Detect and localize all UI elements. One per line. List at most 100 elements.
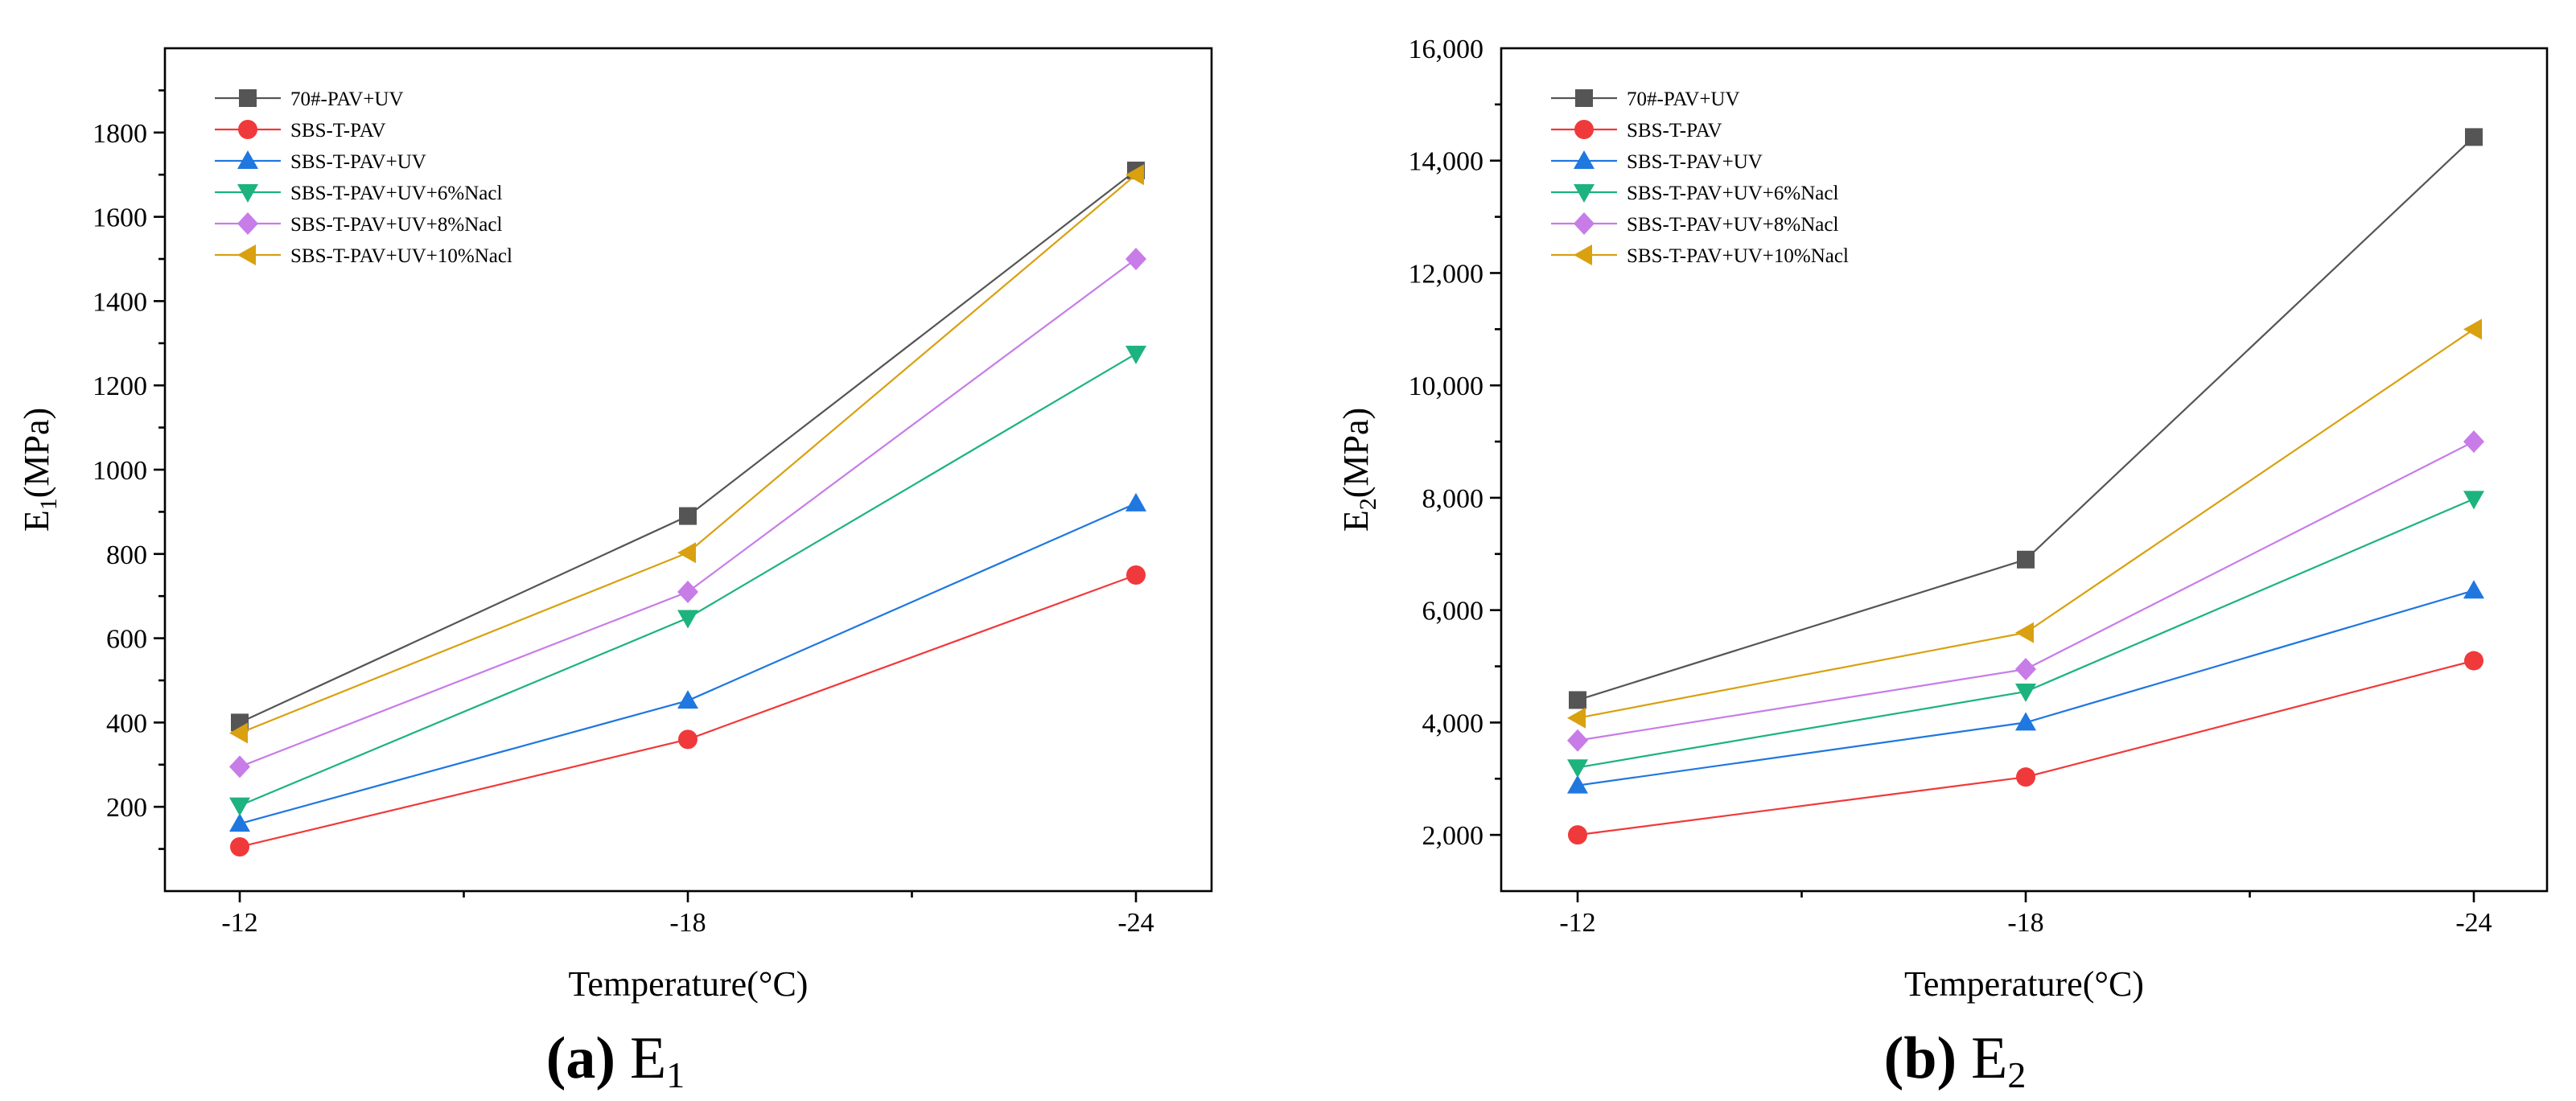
data-point xyxy=(2465,128,2483,146)
data-point xyxy=(2463,318,2482,340)
data-point xyxy=(677,542,696,564)
y-tick-label: 400 xyxy=(106,709,147,738)
x-tick-label: -18 xyxy=(669,908,706,938)
data-point xyxy=(2015,683,2036,702)
y-axis-title-unit: (MPa) xyxy=(1336,408,1376,498)
data-point xyxy=(1567,707,1586,729)
y-tick-label: 1600 xyxy=(93,203,147,233)
legend-label: SBS-T-PAV xyxy=(1627,120,1722,142)
y-tick-label: 2,000 xyxy=(1422,821,1484,851)
plot-frame xyxy=(1500,47,2549,893)
panel-caption: (b) E2 xyxy=(1884,1025,2027,1095)
series-2 xyxy=(230,565,1146,857)
legend-marker xyxy=(239,89,257,107)
x-tick-label: -24 xyxy=(1117,908,1154,938)
legend-marker xyxy=(1574,120,1594,139)
data-point xyxy=(1567,774,1588,794)
legend-label: SBS-T-PAV xyxy=(290,120,386,142)
legend-marker xyxy=(238,120,257,139)
y-tick-label: 14,000 xyxy=(1409,147,1484,177)
x-tick-label: -18 xyxy=(2007,908,2043,938)
y-axis-title-main: E xyxy=(17,510,56,532)
data-point xyxy=(2015,622,2034,643)
legend-label: SBS-T-PAV+UV xyxy=(1627,151,1763,173)
y-tick-label: 800 xyxy=(106,540,147,570)
caption-sub: 1 xyxy=(666,1054,685,1095)
y-tick-label: 1800 xyxy=(93,119,147,149)
legend-marker xyxy=(1574,184,1595,203)
data-point xyxy=(2464,651,2483,671)
x-tick-label: -12 xyxy=(221,908,257,938)
legend-marker xyxy=(1574,244,1592,265)
y-tick-label: 600 xyxy=(106,625,147,655)
legend-marker xyxy=(1574,150,1595,169)
series-3 xyxy=(1567,580,2484,794)
y-tick-label: 1000 xyxy=(93,456,147,486)
data-point xyxy=(677,690,698,709)
data-point xyxy=(1125,345,1146,364)
legend-label: SBS-T-PAV+UV+10%Nacl xyxy=(290,245,512,267)
data-point xyxy=(677,580,698,603)
legend-label: 70#-PAV+UV xyxy=(290,88,404,110)
panel-caption: (a) E1 xyxy=(546,1025,685,1095)
series-6 xyxy=(229,164,1144,744)
legend-marker xyxy=(237,212,258,235)
series-5 xyxy=(1567,430,2484,752)
caption-letter: (b) xyxy=(1884,1025,1957,1091)
caption-letter: (a) xyxy=(546,1025,615,1091)
data-point xyxy=(1125,492,1146,511)
legend-marker xyxy=(1575,89,1593,107)
y-tick-label: 6,000 xyxy=(1422,597,1484,627)
data-point xyxy=(1125,164,1144,186)
plot-frame xyxy=(163,47,1213,893)
legend-marker xyxy=(237,184,258,203)
y-tick-label: 4,000 xyxy=(1422,709,1484,738)
data-point xyxy=(1568,825,1587,845)
series-1 xyxy=(1569,128,2483,709)
legend-label: SBS-T-PAV+UV+10%Nacl xyxy=(1627,245,1849,267)
data-point xyxy=(1126,565,1146,585)
data-point xyxy=(229,813,250,832)
data-point xyxy=(679,507,697,525)
x-axis-title: Temperature(°C) xyxy=(569,964,809,1004)
y-axis-title-sub: 2 xyxy=(1355,498,1381,510)
series-2 xyxy=(1568,651,2483,845)
legend-label: SBS-T-PAV+UV+8%Nacl xyxy=(290,214,502,236)
data-point xyxy=(2463,430,2484,454)
caption-label: E xyxy=(630,1025,666,1091)
legend: 70#-PAV+UV SBS-T-PAV SBS-T-PAV+UV SBS-T-PAV… xyxy=(215,88,512,267)
legend-label: 70#-PAV+UV xyxy=(1627,88,1740,110)
legend: 70#-PAV+UV SBS-T-PAV SBS-T-PAV+UV SBS-T-PAV… xyxy=(1551,88,1849,267)
data-point xyxy=(2016,767,2035,787)
chart-panel-2: 2,000 4,000 6,000 8,000 10,000 12,000 14,000 16… xyxy=(1336,35,2549,1095)
data-point xyxy=(2015,658,2036,681)
legend-marker xyxy=(1574,212,1595,235)
data-point xyxy=(1125,248,1146,270)
data-point xyxy=(229,722,248,744)
y-axis-title: E2(MPa) xyxy=(1336,408,1381,532)
legend-label: SBS-T-PAV+UV+6%Nacl xyxy=(1627,183,1838,204)
y-axis-title: E1(MPa) xyxy=(17,408,62,532)
data-point xyxy=(677,610,698,629)
x-tick-label: -12 xyxy=(1559,908,1595,938)
data-point xyxy=(2463,491,2484,510)
y-axis-title-sub: 1 xyxy=(35,498,62,510)
legend-label: SBS-T-PAV+UV xyxy=(290,151,426,173)
data-point xyxy=(1567,729,1588,752)
data-point xyxy=(1567,759,1588,779)
data-point xyxy=(2463,580,2484,599)
y-tick-label: 1400 xyxy=(93,287,147,317)
data-point xyxy=(2017,550,2035,569)
y-tick-label: 200 xyxy=(106,793,147,823)
data-point xyxy=(230,836,249,857)
data-point xyxy=(229,797,250,816)
series-4 xyxy=(229,345,1146,816)
caption-label: E xyxy=(1971,1025,2007,1091)
y-tick-label: 12,000 xyxy=(1409,259,1484,289)
legend-marker xyxy=(237,244,256,265)
caption-sub: 2 xyxy=(2007,1054,2026,1095)
x-tick-label: -24 xyxy=(2455,908,2492,938)
series-6 xyxy=(1567,318,2482,729)
series-4 xyxy=(1567,491,2484,779)
